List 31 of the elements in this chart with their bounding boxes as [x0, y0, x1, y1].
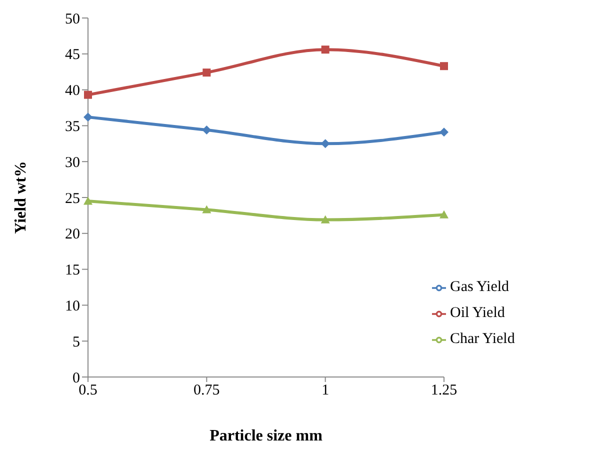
y-tick-label: 5	[72, 334, 80, 350]
x-tick-label: 0.5	[78, 382, 98, 399]
point	[84, 90, 92, 99]
point	[202, 205, 212, 214]
y-tick-label: 25	[65, 190, 80, 207]
y-tick-label: 50	[65, 11, 80, 28]
point	[202, 68, 211, 77]
y-tick-label: 35	[65, 119, 80, 136]
legend-label: Gas Yield	[450, 279, 510, 295]
point	[321, 46, 330, 54]
point	[440, 62, 448, 70]
y-tick-label: 10	[65, 298, 80, 315]
point	[202, 126, 212, 135]
legend-label: Char Yield	[450, 331, 515, 347]
x-tick-label: 1	[322, 382, 330, 399]
point	[84, 112, 92, 122]
x-axis-title: Particle size mm	[210, 427, 324, 444]
legend-label: Oil Yield	[450, 305, 505, 321]
point	[440, 128, 448, 137]
y-tick-label: 20	[65, 226, 80, 243]
y-tick-label: 45	[65, 47, 80, 64]
point	[320, 215, 330, 224]
y-tick-label: 30	[65, 154, 80, 171]
point	[440, 210, 448, 218]
x-tick-label: 1.25	[430, 382, 458, 399]
y-tick-label: 40	[65, 83, 80, 100]
y-tick-label: 15	[65, 262, 80, 279]
point	[84, 196, 92, 205]
y-tick-label: 0	[72, 370, 80, 386]
y-axis-title: Yield wt%	[12, 161, 30, 234]
x-tick-label: 0.75	[194, 382, 220, 399]
